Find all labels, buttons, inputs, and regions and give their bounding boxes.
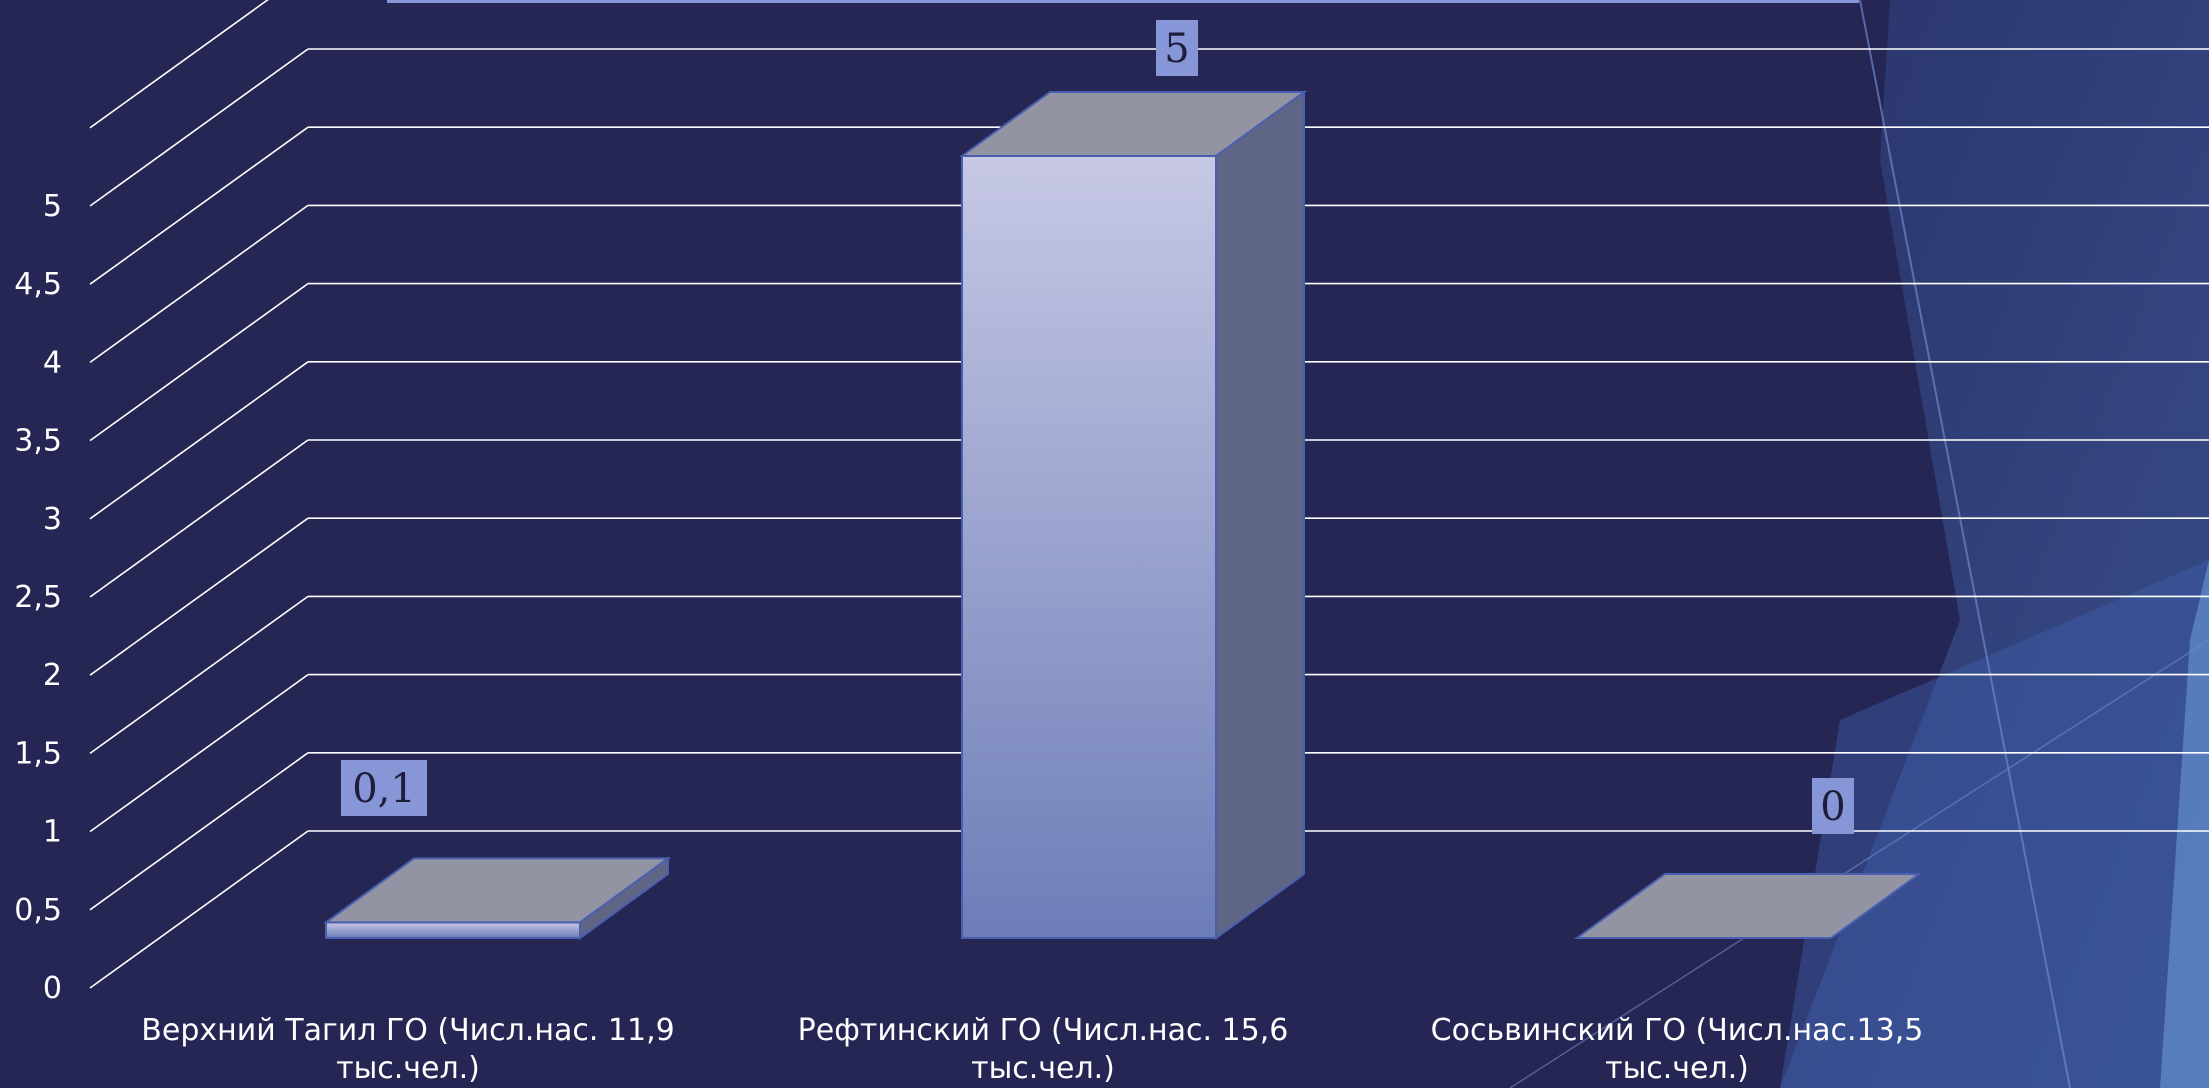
decor-line xyxy=(1859,0,2071,1088)
bar-side xyxy=(1215,90,1305,940)
y-tick-label: 3 xyxy=(43,502,62,537)
y-tick-label: 5 xyxy=(43,189,62,224)
x-tick-label: Верхний Тагил ГО (Числ.нас. 11,9 xyxy=(141,1013,674,1048)
data-label: 5 xyxy=(1156,20,1198,76)
data-label-text: 0,1 xyxy=(352,766,416,812)
decor-shape-right xyxy=(1780,0,2209,1088)
x-tick-label: тыс.чел.) xyxy=(336,1051,480,1086)
x-tick-label: Рефтинский ГО (Числ.нас. 15,6 xyxy=(798,1013,1289,1048)
y-tick-label: 0 xyxy=(43,971,62,1006)
gridline-diagonal xyxy=(89,0,269,129)
bar-top xyxy=(958,91,1308,157)
data-label-text: 5 xyxy=(1164,26,1189,72)
gridline-diagonal xyxy=(89,126,309,285)
bars xyxy=(322,90,1923,940)
x-tick-label: Сосьвинский ГО (Числ.нас.13,5 xyxy=(1431,1013,1924,1048)
gridline-diagonal xyxy=(89,830,309,989)
bar xyxy=(958,90,1308,940)
data-labels: 0,1 5 0 xyxy=(341,20,1854,834)
bar-front xyxy=(325,921,581,939)
y-tick-label: 1 xyxy=(43,815,62,850)
data-label-text: 0 xyxy=(1820,784,1845,830)
data-label-box xyxy=(1156,20,1198,76)
gridline-diagonal xyxy=(89,517,309,676)
gridline-diagonal xyxy=(89,673,309,833)
y-tick-label: 0,5 xyxy=(14,893,62,928)
gridline-diagonal xyxy=(89,361,309,520)
y-tick-label: 3,5 xyxy=(14,424,62,459)
bar-top xyxy=(1573,873,1923,939)
gridline-diagonal xyxy=(89,282,309,442)
x-axis: Верхний Тагил ГО (Числ.нас. 11,9тыс.чел.… xyxy=(141,1013,1923,1086)
gridline-diagonal xyxy=(89,204,309,364)
bar-front xyxy=(961,155,1217,939)
bar-top xyxy=(322,857,672,924)
data-label: 0,1 xyxy=(341,760,427,816)
data-label-box xyxy=(1812,778,1854,834)
gridline-diagonal xyxy=(89,752,309,911)
decor-shape-highlight xyxy=(2160,560,2209,1088)
title-bar xyxy=(387,0,1859,3)
data-label: 0 xyxy=(1812,778,1854,834)
decor-shape-bottom xyxy=(1780,560,2209,1088)
gridline-diagonal xyxy=(89,595,309,755)
gridline-diagonal xyxy=(89,439,309,598)
data-label-box xyxy=(341,760,427,816)
y-axis: 0 0,5 1 1,5 2 2,5 3 3,5 4 4,5 5 xyxy=(14,189,62,1006)
bar xyxy=(322,856,672,940)
bar xyxy=(1573,873,1923,939)
y-tick-label: 4,5 xyxy=(14,267,62,302)
background-decoration xyxy=(387,0,2209,1088)
x-tick-label: тыс.чел.) xyxy=(1605,1051,1749,1086)
gridline-diagonal xyxy=(89,48,309,207)
y-tick-label: 1,5 xyxy=(14,736,62,771)
y-tick-label: 2,5 xyxy=(14,580,62,615)
y-tick-label: 4 xyxy=(43,345,62,380)
x-tick-label: тыс.чел.) xyxy=(971,1051,1115,1086)
decor-line xyxy=(1509,639,2209,1088)
y-tick-label: 2 xyxy=(43,658,62,693)
